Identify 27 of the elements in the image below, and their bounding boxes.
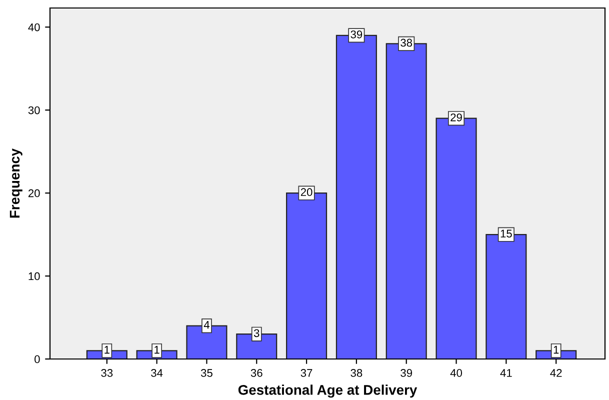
y-tick-label: 20 xyxy=(28,189,40,198)
data-label: 29 xyxy=(450,113,462,122)
x-tick-label: 41 xyxy=(500,369,512,377)
y-tick-label: 10 xyxy=(28,272,40,280)
data-label: 4 xyxy=(204,321,210,329)
data-label: 20 xyxy=(300,188,312,196)
x-tick-label: 37 xyxy=(300,369,312,377)
x-tick-label: 40 xyxy=(450,369,462,377)
x-tick-label: 38 xyxy=(350,369,362,377)
x-axis-title: Gestational Age at Delivery xyxy=(238,384,418,398)
data-label: 1 xyxy=(554,346,559,354)
y-tick-label: 40 xyxy=(28,23,40,32)
y-tick-label: 30 xyxy=(28,106,40,114)
data-label: 3 xyxy=(254,329,260,338)
x-tick-label: 35 xyxy=(200,369,212,377)
data-label: 1 xyxy=(104,346,110,354)
data-label: 1 xyxy=(154,346,160,354)
x-tick-label: 33 xyxy=(101,369,113,377)
y-tick-label: 0 xyxy=(34,355,40,364)
y-axis-title: Frequency xyxy=(10,148,22,218)
data-label: 15 xyxy=(500,230,512,238)
x-tick-label: 39 xyxy=(400,369,412,377)
data-label: 38 xyxy=(400,38,412,47)
data-label: 39 xyxy=(350,30,362,38)
x-tick-label: 42 xyxy=(550,369,562,377)
x-tick-label: 36 xyxy=(250,369,262,377)
x-tick-label: 34 xyxy=(151,369,163,377)
